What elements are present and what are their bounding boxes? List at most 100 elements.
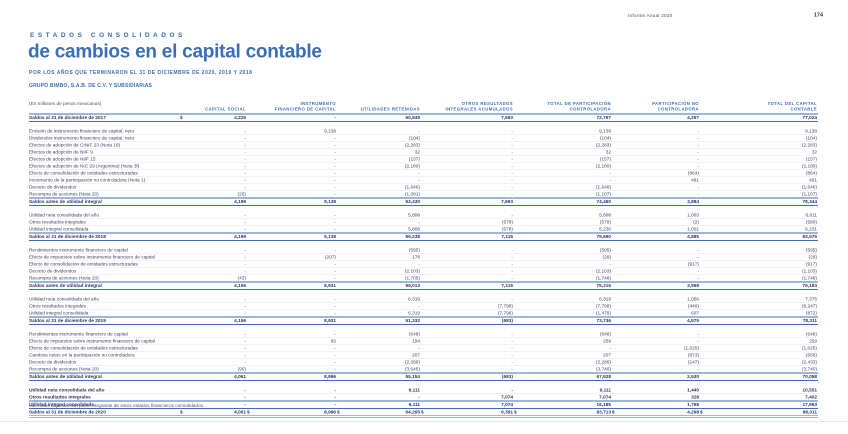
value-cell: - xyxy=(180,302,247,310)
value-cell: - xyxy=(247,134,337,142)
value-cell: 6,231 xyxy=(700,225,818,234)
value-cell: (1,748) xyxy=(514,274,612,283)
value-cell: - xyxy=(421,134,514,142)
value-cell: 6,319 xyxy=(337,296,421,303)
row-label: Saldos antes de utilidad integral xyxy=(29,372,180,381)
value-cell: $6,391 xyxy=(421,408,514,418)
table-row: Utilidad neta consolidada del año - -9,111… xyxy=(29,387,818,394)
table-row: Utilidad neta consolidada del año - -5,808… xyxy=(29,212,818,219)
value-cell: - xyxy=(514,176,612,184)
value-cell: - xyxy=(247,260,337,268)
equity-table: (En millones de pesos mexicanos) CAPITAL … xyxy=(29,98,818,418)
value-cell: - xyxy=(421,247,514,254)
value-cell: 4,575 xyxy=(612,316,700,325)
value-cell: 9,111 xyxy=(337,387,421,394)
units-note: (En millones de pesos mexicanos) xyxy=(29,98,180,115)
value-cell: 5,808 xyxy=(514,212,612,219)
value-cell: (578) xyxy=(421,218,514,226)
value-cell: (3,740) xyxy=(700,365,818,374)
value-cell: (1,646) xyxy=(700,183,818,191)
value-cell: (1,646) xyxy=(514,183,612,191)
table-row: Efecto de impuestos sobre instrumento fi… xyxy=(29,337,818,345)
value-cell: (7,798) xyxy=(514,302,612,310)
value-cell: - xyxy=(180,134,247,142)
value-cell: - xyxy=(247,155,337,163)
table-row: Otros resultados integrales - - - (7,798) (7,… xyxy=(29,302,818,310)
value-cell: - xyxy=(421,212,514,219)
value-cell: (2,103) xyxy=(514,267,612,275)
value-cell: 328 xyxy=(612,393,700,402)
value-cell: (580) xyxy=(700,218,818,226)
value-cell: (2,180) xyxy=(514,162,612,170)
value-cell: 7,693 xyxy=(421,113,514,122)
value-cell: (8,247) xyxy=(700,302,818,310)
value-cell: (2,103) xyxy=(700,267,818,275)
row-label: Efecto de consolidación de entidades est… xyxy=(29,344,180,352)
value-cell: 9,138 xyxy=(247,128,337,135)
row-label: Efectos de adopción de NIC 29 (Argentina… xyxy=(29,162,180,170)
row-label: Saldos al 31 de diciembre de 2019 xyxy=(29,316,180,325)
table-row: Utilidad integral consolidada - -6,319 (7,7… xyxy=(29,309,818,318)
value-cell: - xyxy=(421,331,514,338)
value-cell: - xyxy=(180,337,247,345)
value-cell: - xyxy=(247,302,337,310)
value-cell: - xyxy=(247,162,337,170)
value-cell: 84,575 xyxy=(700,232,818,241)
value-cell: (2,286) xyxy=(337,358,421,366)
value-cell: - xyxy=(180,253,247,261)
value-cell: - xyxy=(421,260,514,268)
amount: 6,391 xyxy=(501,409,513,415)
row-label: Utilidad neta consolidada del año xyxy=(29,387,180,394)
value-cell: - xyxy=(247,148,337,156)
value-cell: 61,332 xyxy=(337,316,421,325)
table-row: Emisión de instrumento financiero de cap… xyxy=(29,128,818,135)
value-cell: - xyxy=(247,183,337,191)
value-cell: (683) xyxy=(421,316,514,325)
value-cell: - xyxy=(180,218,247,226)
value-cell: - xyxy=(514,260,612,268)
value-cell: - xyxy=(612,365,700,374)
currency-symbol: $ xyxy=(700,409,703,415)
amount: 64,265 xyxy=(405,409,420,415)
value-cell: 67,528 xyxy=(514,372,612,381)
value-cell: 75,215 xyxy=(514,281,612,290)
value-cell: - xyxy=(612,162,700,170)
value-cell: - xyxy=(247,141,337,149)
value-cell: (104) xyxy=(700,134,818,142)
page-title: de cambios en el capital contable xyxy=(28,41,322,62)
value-cell: - xyxy=(180,331,247,338)
value-cell: 78,344 xyxy=(700,197,818,206)
value-cell: (917) xyxy=(612,260,700,268)
column-header: CAPITAL SOCIAL xyxy=(180,98,247,115)
row-label: Efectos de adopción de NIIF 15 xyxy=(29,155,180,163)
value-cell: 178 xyxy=(337,253,421,261)
row-label: Utilidad neta consolidada del año xyxy=(29,296,180,303)
value-cell: 7,375 xyxy=(700,296,818,303)
value-cell: - xyxy=(180,225,247,234)
value-cell: - xyxy=(247,387,337,394)
value-cell: 1,001 xyxy=(612,225,700,234)
row-label: Efecto de impuestos sobre instrumento fi… xyxy=(29,253,180,261)
row-label: Utilidad integral consolidada xyxy=(29,309,180,318)
value-cell: - xyxy=(247,296,337,303)
value-cell: (2,286) xyxy=(514,358,612,366)
value-cell: 4,156 xyxy=(180,281,247,290)
value-cell: (157) xyxy=(700,155,818,163)
value-cell: - xyxy=(180,183,247,191)
value-cell: 1,440 xyxy=(612,387,700,394)
value-cell: - xyxy=(180,387,247,394)
value-cell: 60,849 xyxy=(337,113,421,122)
value-cell: (3,740) xyxy=(514,365,612,374)
value-cell: - xyxy=(421,253,514,261)
value-cell: 32 xyxy=(700,148,818,156)
value-cell: - xyxy=(612,337,700,345)
value-cell: (7,798) xyxy=(421,309,514,318)
table-row: Dividendos instrumento financiero de cap… xyxy=(29,134,818,142)
value-cell: - xyxy=(180,155,247,163)
table-row: Otros resultados integrales - - - (578) (578)… xyxy=(29,218,818,226)
value-cell: 7,074 xyxy=(421,401,514,409)
row-label: Recompra de acciones (Nota 20) xyxy=(29,190,180,199)
value-cell: (2,283) xyxy=(337,141,421,149)
table-row: Saldos al 31 de diciembre de 2017 $4,225-… xyxy=(29,113,818,122)
value-cell: - xyxy=(247,169,337,177)
